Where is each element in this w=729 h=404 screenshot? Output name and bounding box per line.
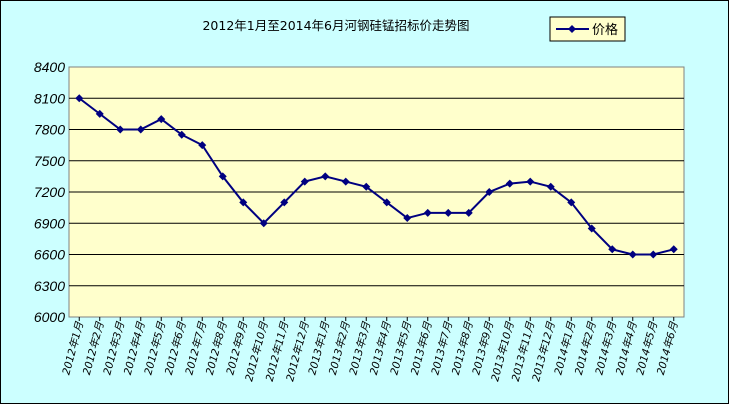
chart-title: 2012年1月至2014年6月河钢硅锰招标价走势图 — [202, 18, 469, 33]
data-point-marker — [444, 208, 453, 217]
data-point-marker — [116, 125, 125, 134]
data-point-marker — [95, 109, 104, 118]
x-axis-ticks: 2012年1月2012年2月2012年3月2012年4月2012年5月2012年… — [60, 317, 681, 383]
y-tick-label: 8400 — [34, 59, 65, 75]
data-point-marker — [526, 177, 535, 186]
data-point-marker — [403, 214, 412, 223]
y-tick-label: 7500 — [34, 153, 65, 169]
data-point-marker — [300, 177, 309, 186]
grid-lines — [69, 97, 684, 287]
data-point-marker — [218, 172, 227, 181]
data-point-marker — [198, 141, 207, 150]
data-point-marker — [177, 130, 186, 139]
y-tick-label: 7800 — [34, 122, 65, 138]
data-point-marker — [423, 208, 432, 217]
data-point-marker — [280, 198, 289, 207]
data-point-marker — [259, 219, 268, 228]
y-tick-label: 8100 — [34, 90, 65, 106]
data-point-marker — [464, 208, 473, 217]
y-tick-label: 7200 — [34, 184, 65, 200]
data-point-marker — [75, 94, 84, 103]
y-tick-label: 6600 — [34, 247, 65, 263]
data-point-marker — [382, 198, 391, 207]
y-tick-label: 6000 — [34, 309, 65, 325]
data-point-marker — [157, 115, 166, 124]
legend-marker-icon — [568, 25, 576, 33]
legend-label: 价格 — [592, 22, 618, 38]
data-point-marker — [362, 182, 371, 191]
data-point-marker — [505, 179, 514, 188]
y-axis-ticks: 8400 8100 7800 7500 7200 6900 6600 6300 6000 — [34, 59, 65, 325]
data-point-marker — [341, 177, 350, 186]
data-point-marker — [546, 182, 555, 191]
series-layer — [75, 94, 678, 259]
data-point-marker — [136, 125, 145, 134]
data-point-marker — [628, 250, 637, 259]
legend: 价格 — [549, 16, 626, 42]
data-point-marker — [485, 188, 494, 196]
y-tick-label: 6300 — [34, 278, 65, 294]
data-point-marker — [649, 250, 658, 259]
data-point-marker — [587, 224, 596, 233]
data-point-marker — [608, 245, 617, 254]
data-point-marker — [669, 245, 678, 254]
series-line — [78, 97, 674, 256]
data-point-marker — [567, 198, 576, 207]
data-point-marker — [321, 172, 330, 181]
data-point-marker — [239, 198, 248, 207]
y-tick-label: 6900 — [34, 215, 65, 231]
